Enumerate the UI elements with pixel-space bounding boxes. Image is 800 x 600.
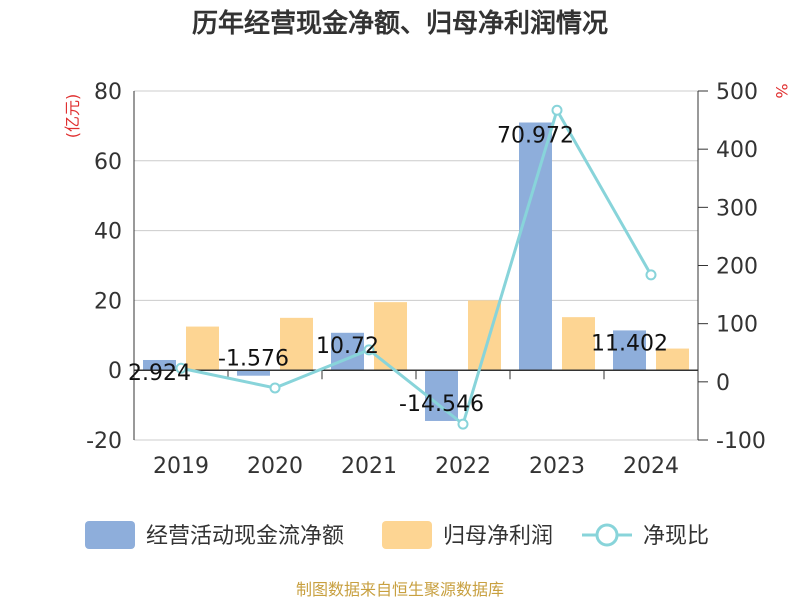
bar-cashflow-2019[interactable] [143,359,176,371]
right-tick-label: 100 [716,313,758,338]
left-tick-label: 0 [108,359,122,384]
left-tick-label: 60 [94,150,122,175]
point-ratio-2022[interactable] [457,418,469,430]
x-tick-label: 2021 [341,454,397,479]
right-tick-label: 200 [716,255,758,280]
legend-label-cashflow: 经营活动现金流净额 [146,524,344,549]
bar-cashflow-2023[interactable] [519,122,552,371]
right-tick-label: -100 [716,429,766,454]
bar-series [143,122,689,421]
right-axis-unit: % [772,83,791,98]
right-tick-label: 300 [716,196,758,221]
data-label-cashflow-2022: -14.546 [399,392,484,417]
gridlines [134,90,698,441]
data-label-cashflow-2023: 70.972 [497,124,574,149]
bar-netprofit-2019[interactable] [186,326,219,371]
point-ratio-2023[interactable] [551,104,563,116]
left-tick-label: 80 [94,80,122,105]
point-ratio-2019[interactable] [175,362,187,374]
legend-label-ratio: 净现比 [643,524,709,549]
legend: 经营活动现金流净额 归母净利润 净现比 [85,521,709,549]
source-note: 制图数据来自恒生聚源数据库 [296,580,504,599]
line-ratio [180,106,653,427]
legend-swatch-netprofit [382,521,432,549]
legend-item-netprofit[interactable]: 归母净利润 [382,521,553,549]
x-tick-label: 2023 [529,454,585,479]
right-axis-ticks: -100 0 100 200 300 400 500 [698,80,766,454]
line-series [175,104,657,430]
x-tick-label: 2020 [247,454,303,479]
x-tick-label: 2019 [153,454,209,479]
bar-netprofit-2024[interactable] [656,348,689,371]
x-tick-label: 2024 [623,454,679,479]
x-axis-ticks: 2019 2020 2021 2022 2023 2024 [153,454,679,479]
chart-title: 历年经营现金净额、归母净利润情况 [192,8,608,39]
legend-swatch-cashflow [85,521,135,549]
legend-label-netprofit: 归母净利润 [443,524,553,549]
left-axis-ticks: -20 0 20 40 60 80 [86,80,122,454]
left-tick-label: 20 [94,289,122,314]
right-tick-label: 0 [716,371,730,396]
data-labels: 2.924 -1.576 10.72 -14.546 70.972 11.402 [128,124,668,417]
bar-cashflow-2024[interactable] [613,330,646,371]
right-tick-label: 500 [716,80,758,105]
left-tick-label: 40 [94,220,122,245]
legend-item-cashflow[interactable]: 经营活动现金流净额 [85,521,344,549]
axes [133,91,699,440]
bar-cashflow-2022[interactable] [425,370,458,421]
left-tick-label: -20 [86,429,122,454]
data-label-cashflow-2019: 2.924 [128,361,191,386]
data-label-cashflow-2021: 10.72 [316,334,379,359]
data-label-cashflow-2024: 11.402 [591,331,668,356]
point-ratio-2020[interactable] [269,382,281,394]
bar-netprofit-2023[interactable] [562,317,595,371]
legend-item-ratio[interactable]: 净现比 [582,523,709,549]
data-label-cashflow-2020: -1.576 [218,347,289,372]
x-tick-label: 2022 [435,454,491,479]
point-ratio-2024[interactable] [645,269,657,281]
right-tick-label: 400 [716,138,758,163]
legend-swatch-ratio-marker [595,523,619,547]
bar-netprofit-2020[interactable] [280,317,313,371]
point-ratio-2021[interactable] [363,344,375,356]
bar-cashflow-2020[interactable] [237,370,270,376]
left-axis-unit: (亿元) [63,94,82,139]
